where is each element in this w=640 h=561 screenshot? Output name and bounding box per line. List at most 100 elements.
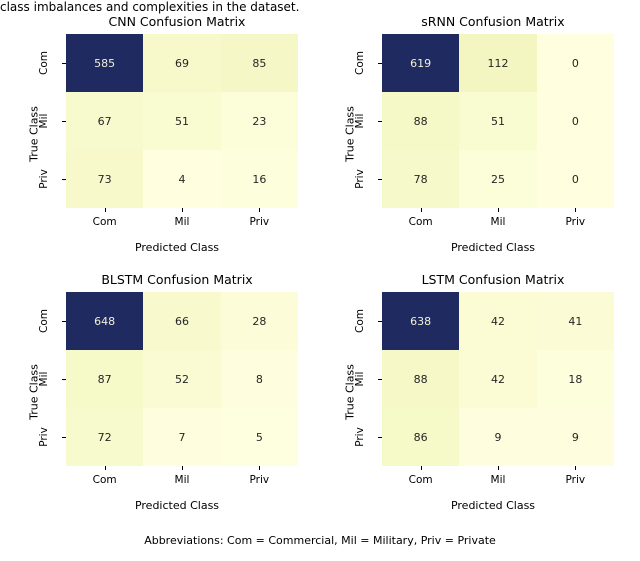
tick-mark bbox=[498, 208, 499, 212]
tick-mark bbox=[182, 208, 183, 212]
heatmap-cell: 7 bbox=[143, 408, 220, 466]
heatmap-cell: 0 bbox=[537, 34, 614, 92]
tick-mark bbox=[259, 466, 260, 470]
y-ticks: Com Mil Priv bbox=[342, 34, 378, 208]
confusion-matrix-panel: LSTM Confusion MatrixTrue ClassComMilPri… bbox=[318, 272, 628, 512]
cell-value: 73 bbox=[98, 173, 112, 186]
heatmap-cell: 86 bbox=[382, 408, 459, 466]
heatmap-cell: 619 bbox=[382, 34, 459, 92]
cell-value: 648 bbox=[94, 315, 115, 328]
heatmap-cell: 69 bbox=[143, 34, 220, 92]
y-tick-label: Priv bbox=[38, 427, 50, 447]
heatmap: 585698567512373416 bbox=[66, 34, 298, 208]
y-tick: Mil bbox=[26, 92, 62, 150]
cell-value: 88 bbox=[414, 115, 428, 128]
x-tick-label: Mil bbox=[491, 474, 506, 486]
y-tick: Com bbox=[26, 34, 62, 92]
x-tick-label: Priv bbox=[566, 216, 586, 228]
x-tick: Priv bbox=[537, 470, 614, 490]
cell-value: 7 bbox=[178, 431, 185, 444]
y-ticks: Com Mil Priv bbox=[342, 292, 378, 466]
cell-value: 41 bbox=[568, 315, 582, 328]
y-tick-label: Priv bbox=[38, 169, 50, 189]
cell-value: 42 bbox=[491, 315, 505, 328]
heatmap-cell: 87 bbox=[66, 350, 143, 408]
heatmap-cell: 42 bbox=[459, 350, 536, 408]
heatmap: 6486628875287275 bbox=[66, 292, 298, 466]
tick-mark bbox=[105, 208, 106, 212]
heatmap-cell: 52 bbox=[143, 350, 220, 408]
cell-value: 9 bbox=[494, 431, 501, 444]
heatmap-cell: 85 bbox=[221, 34, 298, 92]
y-tick-label: Com bbox=[38, 51, 50, 75]
y-tick-label: Mil bbox=[354, 114, 366, 129]
y-tick: Priv bbox=[342, 150, 378, 208]
y-tick: Com bbox=[342, 292, 378, 350]
x-tick: Mil bbox=[459, 212, 536, 232]
heatmap-cell: 16 bbox=[221, 150, 298, 208]
x-axis-label: Predicted Class bbox=[318, 241, 628, 254]
heatmap-cell: 648 bbox=[66, 292, 143, 350]
y-tick-label: Mil bbox=[354, 372, 366, 387]
heatmap-cell: 0 bbox=[537, 150, 614, 208]
cell-value: 66 bbox=[175, 315, 189, 328]
tick-mark bbox=[498, 466, 499, 470]
cell-value: 112 bbox=[487, 57, 508, 70]
confusion-matrix-panel: BLSTM Confusion MatrixTrue ClassComMilPr… bbox=[2, 272, 312, 512]
heatmap-cell: 112 bbox=[459, 34, 536, 92]
y-tick: Mil bbox=[342, 350, 378, 408]
heatmap-cell: 73 bbox=[66, 150, 143, 208]
heatmap-cell: 0 bbox=[537, 92, 614, 150]
heatmap-cell: 8 bbox=[221, 350, 298, 408]
page-fragment-text: class imbalances and complexities in the… bbox=[0, 0, 299, 14]
heatmap-cell: 25 bbox=[459, 150, 536, 208]
heatmap-cell: 9 bbox=[537, 408, 614, 466]
cell-value: 5 bbox=[256, 431, 263, 444]
confusion-matrix-panel: sRNN Confusion MatrixTrue ClassComMilPri… bbox=[318, 14, 628, 254]
x-ticks: ComMilPriv bbox=[382, 212, 614, 232]
cell-value: 0 bbox=[572, 115, 579, 128]
heatmap-cell: 88 bbox=[382, 92, 459, 150]
x-tick-label: Mil bbox=[175, 474, 190, 486]
tick-mark bbox=[182, 466, 183, 470]
cell-value: 16 bbox=[252, 173, 266, 186]
cell-value: 86 bbox=[414, 431, 428, 444]
x-tick-label: Priv bbox=[566, 474, 586, 486]
cell-value: 0 bbox=[572, 173, 579, 186]
x-tick-label: Mil bbox=[491, 216, 506, 228]
x-axis-label: Predicted Class bbox=[2, 499, 312, 512]
panel-title: BLSTM Confusion Matrix bbox=[2, 272, 312, 287]
confusion-matrix-panel: CNN Confusion MatrixTrue ClassComMilPriv… bbox=[2, 14, 312, 254]
y-tick-label: Priv bbox=[354, 427, 366, 447]
abbreviations-caption: Abbreviations: Com = Commercial, Mil = M… bbox=[0, 534, 640, 547]
y-ticks: ComMilPriv bbox=[26, 292, 62, 466]
y-tick: Priv bbox=[26, 150, 62, 208]
heatmap: 63842418842188699 bbox=[382, 292, 614, 466]
heatmap: 61911208851078250 bbox=[382, 34, 614, 208]
cell-value: 72 bbox=[98, 431, 112, 444]
y-tick: Priv bbox=[26, 408, 62, 466]
cell-value: 69 bbox=[175, 57, 189, 70]
heatmap-cell: 5 bbox=[221, 408, 298, 466]
cell-value: 51 bbox=[175, 115, 189, 128]
heatmap-cell: 585 bbox=[66, 34, 143, 92]
x-axis-label: Predicted Class bbox=[2, 241, 312, 254]
figure: class imbalances and complexities in the… bbox=[0, 0, 640, 561]
cell-value: 9 bbox=[572, 431, 579, 444]
cell-value: 85 bbox=[252, 57, 266, 70]
cell-value: 42 bbox=[491, 373, 505, 386]
heatmap-cell: 88 bbox=[382, 350, 459, 408]
heatmap-cell: 4 bbox=[143, 150, 220, 208]
cell-value: 67 bbox=[98, 115, 112, 128]
x-tick: Priv bbox=[537, 212, 614, 232]
y-tick: Com bbox=[342, 34, 378, 92]
x-tick: Com bbox=[382, 470, 459, 490]
cell-value: 88 bbox=[414, 373, 428, 386]
cell-value: 52 bbox=[175, 373, 189, 386]
heatmap-cell: 78 bbox=[382, 150, 459, 208]
x-tick: Priv bbox=[221, 470, 298, 490]
y-tick: Mil bbox=[26, 350, 62, 408]
tick-mark bbox=[421, 466, 422, 470]
panel-title: CNN Confusion Matrix bbox=[2, 14, 312, 29]
panel-grid: CNN Confusion MatrixTrue ClassComMilPriv… bbox=[0, 14, 640, 512]
